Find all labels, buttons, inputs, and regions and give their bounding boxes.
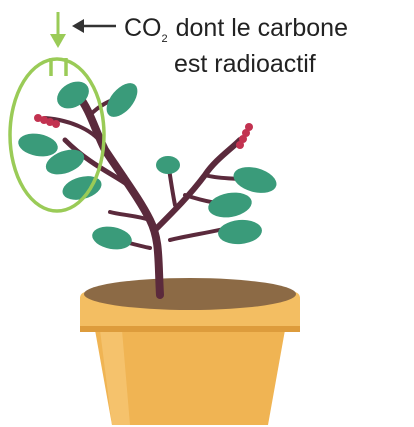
leaves	[16, 76, 279, 252]
label-line1: CO2 dont le carbone	[124, 14, 348, 45]
label-line2: est radioactif	[174, 50, 316, 78]
diagram: CO2 dont le carbone est radioactif	[0, 0, 414, 427]
subscript: 2	[162, 33, 168, 45]
pot	[80, 278, 300, 425]
label-rest: dont le carbone	[176, 14, 348, 42]
formula: CO	[124, 14, 162, 42]
co2-arrow	[50, 12, 66, 48]
pointer-arrow	[72, 19, 116, 33]
